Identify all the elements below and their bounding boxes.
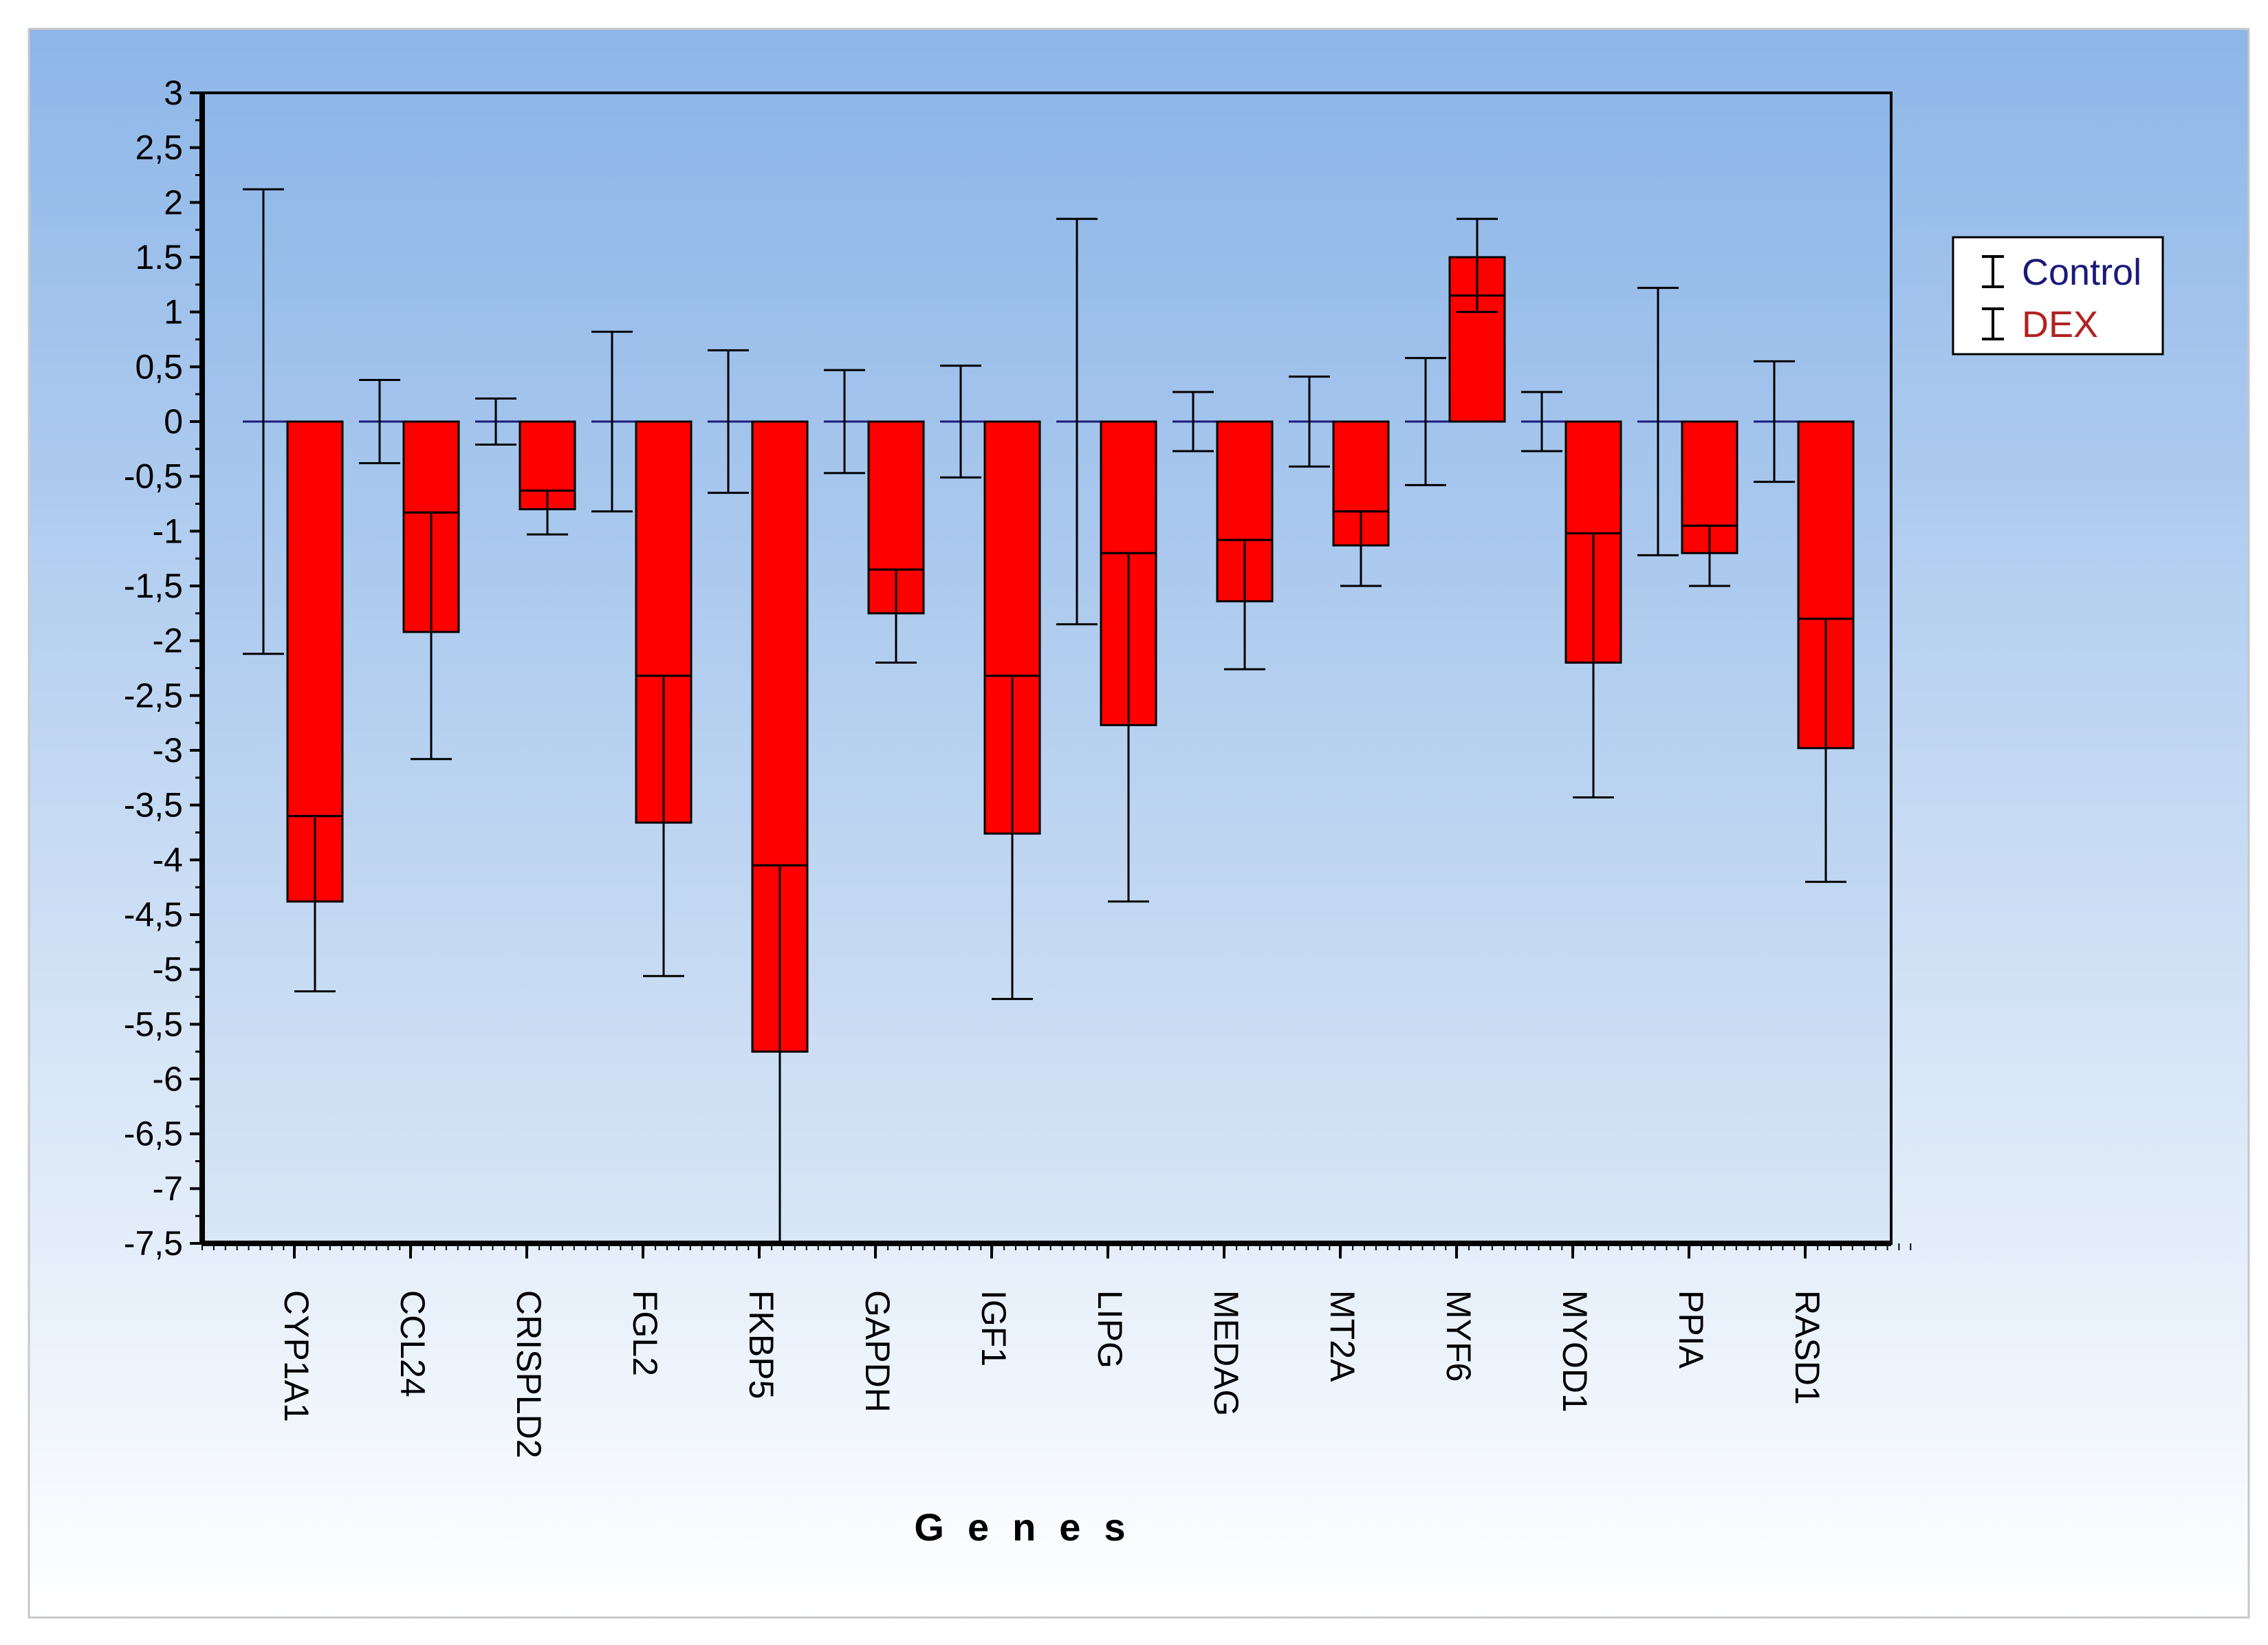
y-tick-label: -6 [153, 1060, 183, 1098]
y-tick-label: -7,5 [124, 1224, 183, 1263]
legend: Control DEX [1952, 236, 2164, 356]
y-tick-label: 1 [164, 293, 183, 331]
x-tick-label: IGF1 [974, 1290, 1013, 1366]
x-tick-label: MYF6 [1439, 1290, 1478, 1382]
y-tick-label: -2 [153, 622, 183, 660]
y-tick-label: -5 [153, 950, 183, 989]
x-tick-label: CYP1A1 [277, 1290, 316, 1422]
x-tick-label: GAPDH [858, 1290, 897, 1413]
x-axis-title: Genes [914, 1505, 1148, 1549]
y-tick-label: -2,5 [124, 676, 183, 715]
x-tick-label: PPIA [1672, 1290, 1710, 1369]
y-tick-label: -3,5 [124, 786, 183, 825]
x-tick-label: CCL24 [393, 1290, 432, 1397]
y-tick-label: -1,5 [124, 567, 183, 605]
y-tick-label: -4,5 [124, 895, 183, 934]
y-tick-label: 2 [164, 183, 183, 221]
y-tick-label: 3 [164, 74, 183, 112]
x-tick-label: FGL2 [626, 1290, 664, 1376]
legend-label: Control [2022, 252, 2141, 293]
y-tick-label: -1 [153, 512, 183, 550]
x-tick-label: LIPG [1091, 1290, 1129, 1369]
y-tick-label: 2,5 [135, 129, 183, 167]
y-tick-label: -6,5 [124, 1115, 183, 1153]
y-tick-label: 0,5 [135, 347, 183, 386]
x-tick-label: CRISPLD2 [510, 1290, 548, 1459]
y-tick-label: -5,5 [124, 1005, 183, 1043]
y-tick-label: -7 [153, 1169, 183, 1208]
y-tick-label: -4 [153, 840, 183, 879]
x-tick-label: RASD1 [1788, 1290, 1827, 1405]
y-tick-label: -3 [153, 731, 183, 770]
x-tick-label: MT2A [1323, 1290, 1362, 1382]
plot-area [201, 91, 1893, 1245]
y-tick-label: -0,5 [124, 457, 183, 496]
legend-label: DEX [2022, 304, 2098, 345]
x-tick-label: MYOD1 [1556, 1290, 1594, 1413]
y-tick-label: 1.5 [135, 238, 183, 276]
x-tick-label: MEDAG [1207, 1290, 1245, 1416]
x-tick-label: FKBP5 [742, 1290, 781, 1399]
y-tick-label: 0 [164, 402, 183, 441]
